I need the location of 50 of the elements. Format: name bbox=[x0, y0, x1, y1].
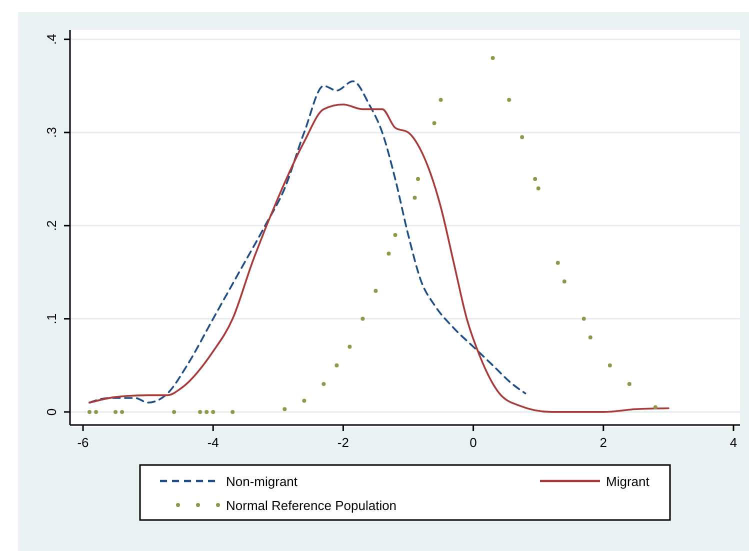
point bbox=[322, 382, 326, 386]
point bbox=[520, 135, 524, 140]
point bbox=[562, 280, 566, 284]
point bbox=[438, 98, 443, 102]
point bbox=[334, 363, 339, 368]
point bbox=[282, 407, 287, 412]
point bbox=[94, 410, 98, 414]
point bbox=[393, 232, 398, 237]
point bbox=[536, 186, 540, 190]
y-tick-label: .3 bbox=[44, 127, 59, 138]
y-tick-label: .1 bbox=[44, 313, 59, 324]
point bbox=[204, 410, 209, 414]
point bbox=[627, 382, 632, 386]
legend-label: Normal Reference Population bbox=[226, 498, 397, 513]
x-tick-label: 2 bbox=[600, 435, 608, 450]
line-series bbox=[88, 104, 670, 413]
point bbox=[582, 316, 586, 321]
y-tick-label: .4 bbox=[44, 34, 59, 45]
x-tick-label: -2 bbox=[337, 435, 349, 450]
point bbox=[653, 405, 658, 410]
x-tick-label: 4 bbox=[730, 435, 738, 450]
point bbox=[432, 121, 436, 126]
point bbox=[386, 252, 391, 256]
point bbox=[556, 260, 560, 265]
point bbox=[230, 410, 235, 414]
point bbox=[360, 316, 365, 321]
point bbox=[114, 410, 118, 414]
point bbox=[348, 344, 352, 349]
point bbox=[211, 410, 216, 414]
y-tick-label: 0 bbox=[44, 408, 59, 416]
point bbox=[198, 410, 202, 414]
point bbox=[416, 177, 420, 182]
point bbox=[608, 363, 612, 368]
point bbox=[172, 410, 176, 414]
x-tick-label: -4 bbox=[207, 435, 219, 450]
point bbox=[507, 98, 512, 102]
point bbox=[490, 56, 495, 60]
legend-label: Migrant bbox=[606, 474, 650, 489]
line-series bbox=[88, 80, 526, 404]
point bbox=[588, 335, 592, 340]
x-tick-label: 0 bbox=[470, 435, 477, 450]
x-tick-label: -6 bbox=[77, 435, 89, 450]
point bbox=[412, 196, 417, 200]
point bbox=[533, 177, 538, 182]
point bbox=[120, 410, 124, 414]
point bbox=[302, 398, 306, 403]
point bbox=[88, 410, 92, 414]
legend-label: Non-migrant bbox=[226, 474, 298, 489]
point bbox=[374, 288, 378, 293]
y-tick-label: .2 bbox=[44, 220, 59, 232]
